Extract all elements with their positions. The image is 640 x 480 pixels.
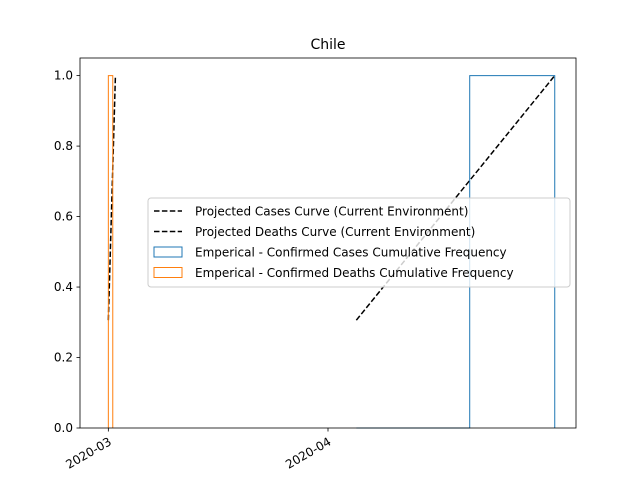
x-tick-label: 2020-04 <box>283 434 333 471</box>
legend: Projected Cases Curve (Current Environme… <box>147 197 571 288</box>
y-tick-label: 0.8 <box>54 139 73 153</box>
legend-label: Emperical - Confirmed Deaths Cumulative … <box>195 266 514 280</box>
legend-swatch-box <box>153 246 183 258</box>
legend-swatch-box <box>153 267 183 278</box>
y-tick-label: 0.6 <box>54 210 73 224</box>
y-tick-label: 0.0 <box>54 421 73 435</box>
x-axis: 2020-03 2020-04 <box>63 428 334 472</box>
y-tick-label: 0.4 <box>54 280 73 294</box>
legend-label: Projected Deaths Curve (Current Environm… <box>195 225 475 239</box>
chart-title: Chile <box>310 37 345 53</box>
histogram-step <box>107 75 114 428</box>
y-tick-label: 1.0 <box>54 69 73 83</box>
y-axis: 0.0 0.2 0.4 0.6 0.8 1.0 <box>54 69 80 435</box>
x-tick-label: 2020-03 <box>63 434 113 471</box>
y-tick-label: 0.2 <box>54 351 73 365</box>
legend-label: Emperical - Confirmed Cases Cumulative F… <box>195 246 507 260</box>
legend-label: Projected Cases Curve (Current Environme… <box>195 205 468 219</box>
projected-curve-line <box>107 75 117 321</box>
legend-box <box>147 197 571 288</box>
